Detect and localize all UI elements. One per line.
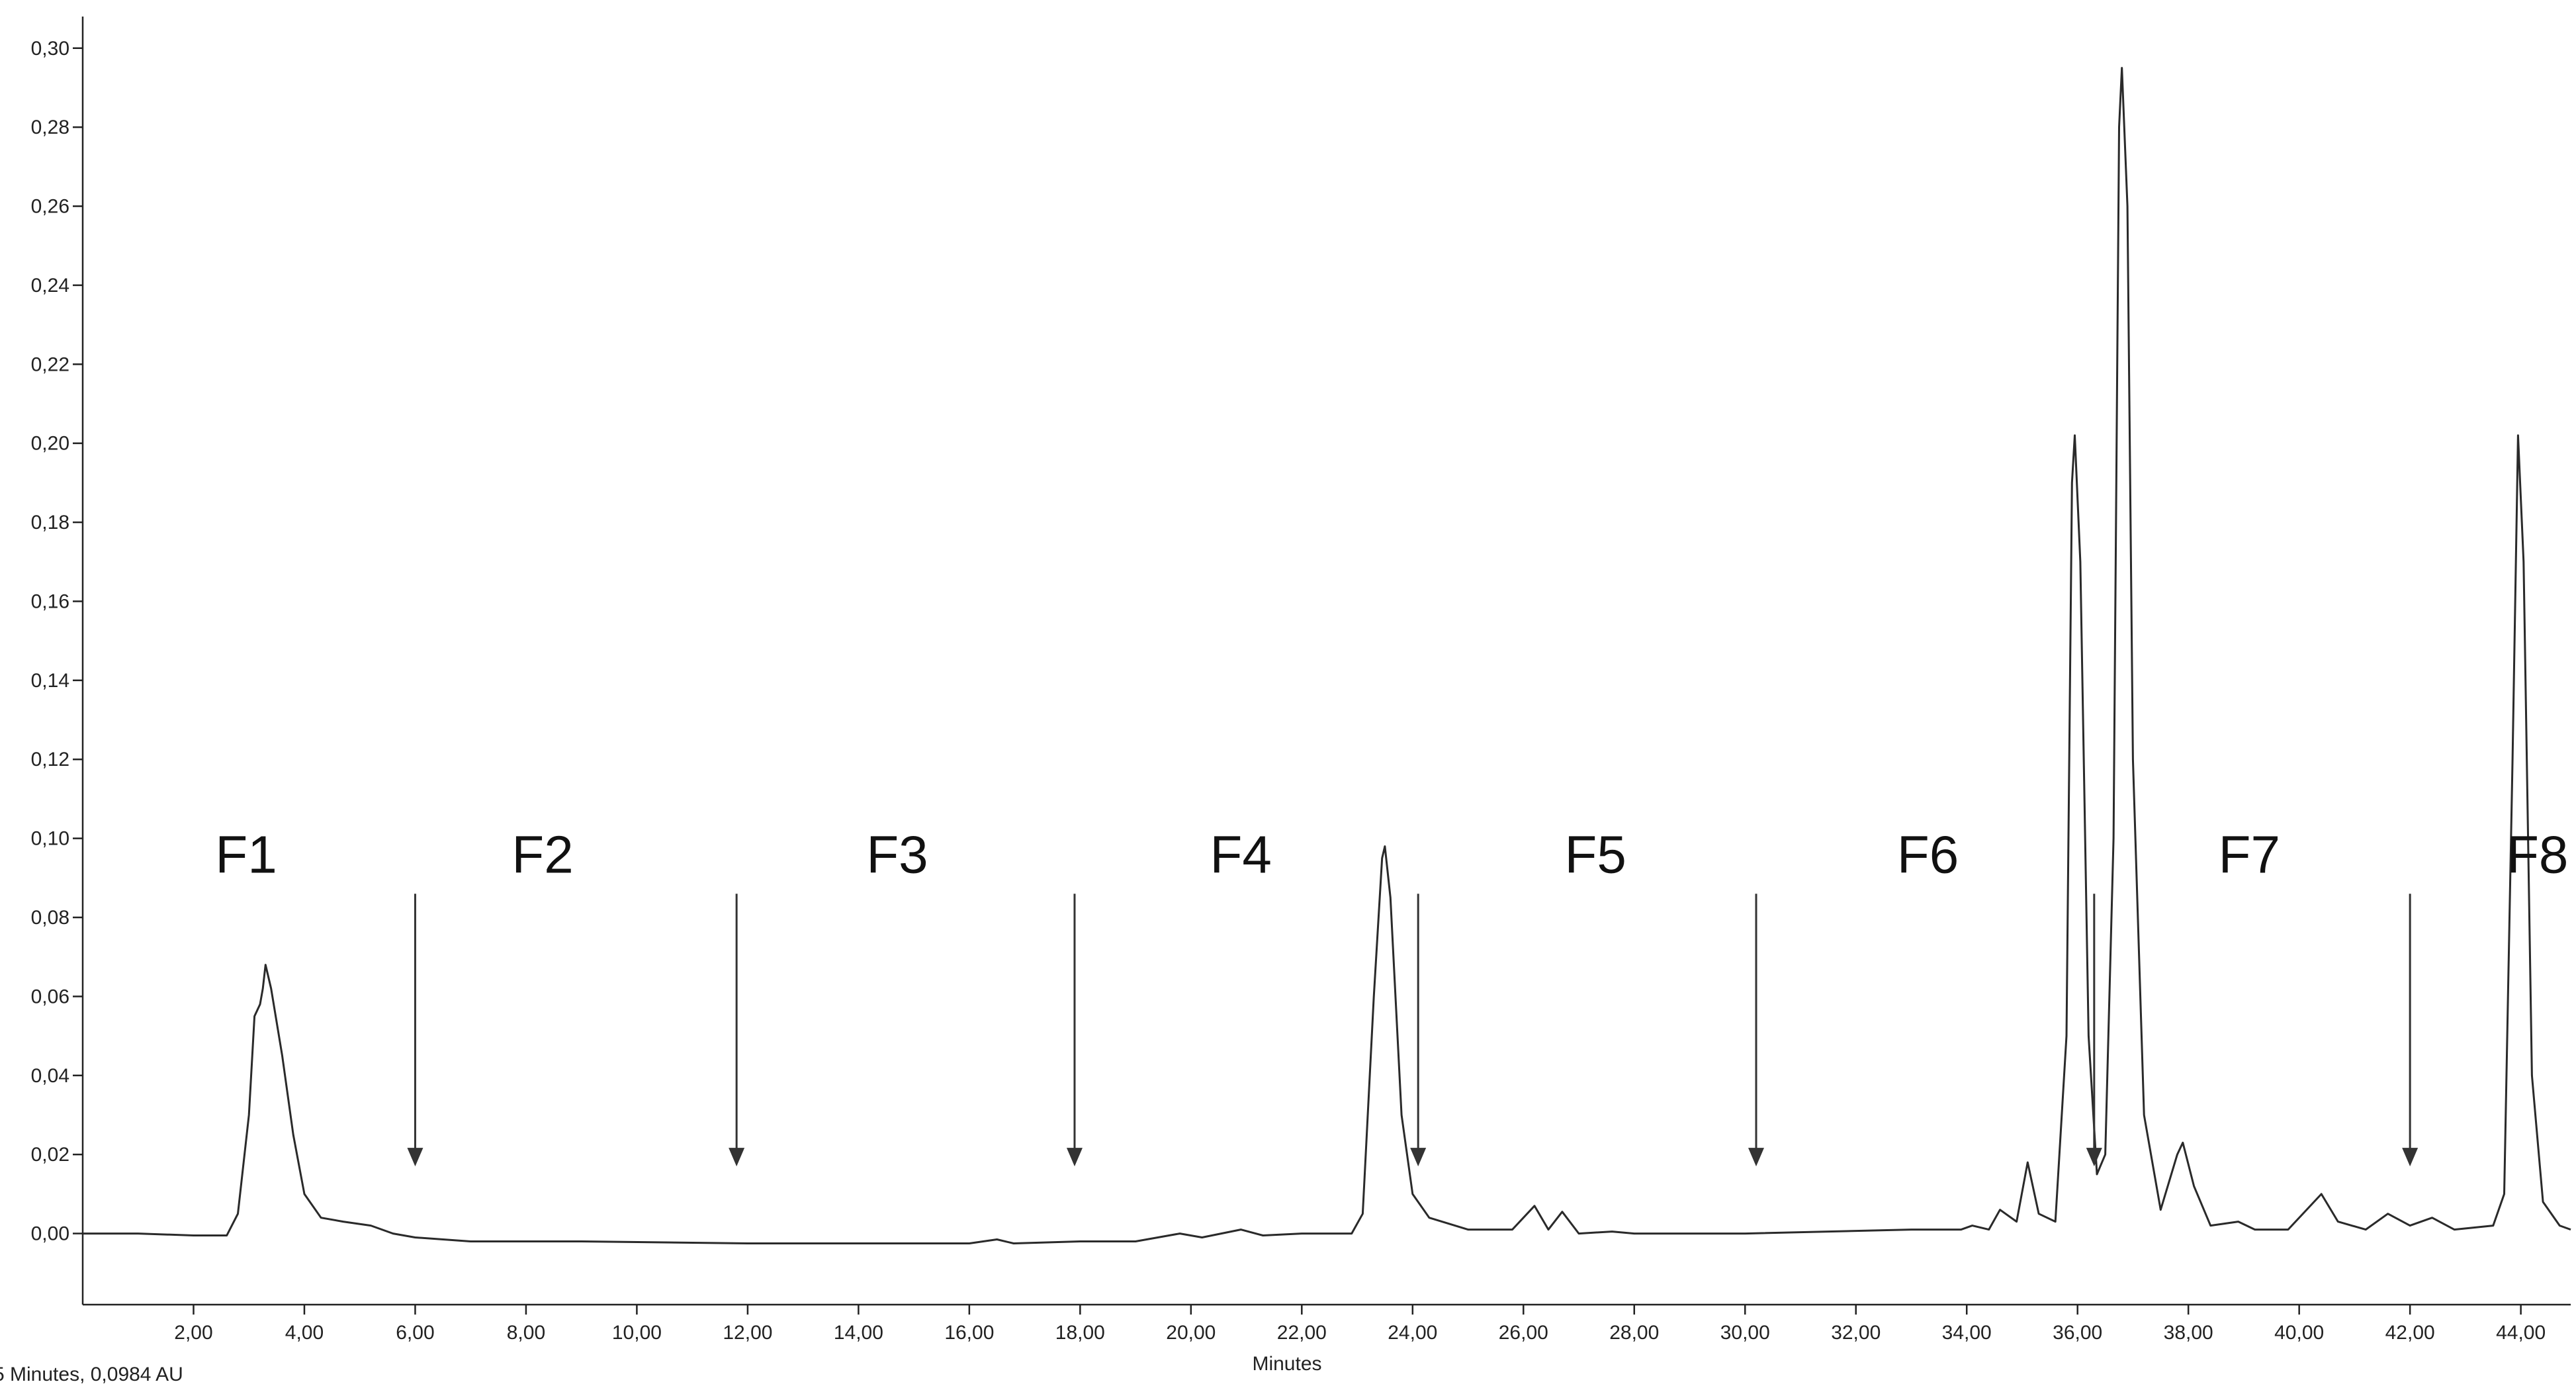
y-tick-label: 0,30 xyxy=(31,38,69,60)
x-tick-label: 22,00 xyxy=(1277,1322,1327,1344)
x-tick-label: 28,00 xyxy=(1609,1322,1659,1344)
cursor-readout: 5 Minutes, 0,0984 AU xyxy=(0,1364,183,1385)
x-tick-label: 36,00 xyxy=(2053,1322,2102,1344)
fraction-label: F4 xyxy=(1210,825,1272,884)
fraction-label: F7 xyxy=(2219,825,2280,884)
x-tick-label: 2,00 xyxy=(174,1322,212,1344)
x-tick-label: 26,00 xyxy=(1499,1322,1548,1344)
y-tick-label: 0,02 xyxy=(31,1144,69,1166)
y-tick-label: 0,12 xyxy=(31,749,69,770)
x-tick-label: 34,00 xyxy=(1942,1322,1992,1344)
fraction-label: F6 xyxy=(1897,825,1959,884)
x-tick-label: 10,00 xyxy=(612,1322,662,1344)
y-tick-label: 0,18 xyxy=(31,512,69,534)
arrow-head xyxy=(1066,1148,1083,1167)
x-tick-label: 16,00 xyxy=(944,1322,994,1344)
y-tick-label: 0,16 xyxy=(31,590,69,612)
fraction-label: F8 xyxy=(2507,825,2568,884)
y-tick-label: 0,04 xyxy=(31,1065,69,1087)
x-tick-label: 32,00 xyxy=(1831,1322,1881,1344)
arrow-head xyxy=(2086,1148,2102,1167)
fraction-label: F5 xyxy=(1564,825,1626,884)
y-tick-label: 0,06 xyxy=(31,986,69,1007)
y-tick-label: 0,08 xyxy=(31,907,69,929)
arrow-head xyxy=(407,1148,423,1167)
arrow-head xyxy=(1748,1148,1764,1167)
x-tick-label: 18,00 xyxy=(1055,1322,1105,1344)
x-tick-label: 20,00 xyxy=(1166,1322,1216,1344)
x-tick-label: 42,00 xyxy=(2385,1322,2435,1344)
x-axis-label: Minutes xyxy=(1252,1353,1321,1375)
x-tick-label: 38,00 xyxy=(2164,1322,2213,1344)
fraction-label: F2 xyxy=(511,825,573,884)
fraction-label: F1 xyxy=(215,825,277,884)
y-tick-label: 0,14 xyxy=(31,670,69,692)
y-tick-label: 0,28 xyxy=(31,116,69,138)
y-tick-label: 0,24 xyxy=(31,275,69,297)
arrow-head xyxy=(729,1148,745,1167)
x-tick-label: 30,00 xyxy=(1720,1322,1770,1344)
y-tick-label: 0,22 xyxy=(31,353,69,375)
x-tick-label: 40,00 xyxy=(2274,1322,2324,1344)
arrow-head xyxy=(1410,1148,1427,1167)
chromatogram-line xyxy=(83,67,2571,1244)
x-tick-label: 8,00 xyxy=(507,1322,545,1344)
x-tick-label: 6,00 xyxy=(396,1322,434,1344)
y-tick-label: 0,10 xyxy=(31,828,69,850)
x-tick-label: 12,00 xyxy=(723,1322,772,1344)
fraction-label: F3 xyxy=(866,825,928,884)
y-tick-label: 0,26 xyxy=(31,196,69,218)
x-tick-label: 44,00 xyxy=(2496,1322,2546,1344)
y-tick-label: 0,00 xyxy=(31,1223,69,1245)
arrow-head xyxy=(2402,1148,2419,1167)
x-tick-label: 24,00 xyxy=(1388,1322,1437,1344)
x-tick-label: 4,00 xyxy=(285,1322,324,1344)
x-tick-label: 14,00 xyxy=(834,1322,883,1344)
y-tick-label: 0,20 xyxy=(31,433,69,455)
